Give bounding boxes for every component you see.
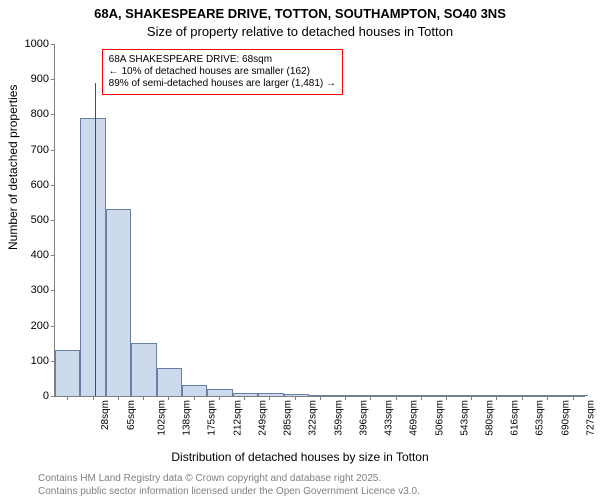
histogram-bar (182, 385, 207, 396)
y-tick-mark (51, 150, 55, 151)
x-tick-label: 249sqm (258, 400, 269, 436)
x-tick-mark (194, 396, 195, 400)
x-tick-mark (496, 396, 497, 400)
annotation-box: 68A SHAKESPEARE DRIVE: 68sqm← 10% of det… (102, 49, 343, 95)
histogram-bar (207, 389, 232, 396)
histogram-bar (563, 395, 588, 396)
x-tick-mark (143, 396, 144, 400)
histogram-bar (512, 395, 537, 396)
y-axis-label: Number of detached properties (6, 85, 20, 250)
histogram-bar (55, 350, 80, 396)
histogram-bar (436, 395, 461, 396)
histogram-bar (131, 343, 156, 396)
y-tick-mark (51, 290, 55, 291)
x-tick-mark (118, 396, 119, 400)
histogram-bar (233, 393, 258, 396)
footer-copyright-1: Contains HM Land Registry data © Crown c… (38, 473, 381, 484)
annotation-line: 68A SHAKESPEARE DRIVE: 68sqm (109, 54, 336, 66)
histogram-bar (309, 395, 334, 396)
histogram-bar (461, 395, 486, 396)
annotation-line: ← 10% of detached houses are smaller (16… (109, 66, 336, 78)
x-tick-label: 285sqm (282, 400, 293, 436)
y-tick-mark (51, 220, 55, 221)
y-tick-mark (51, 396, 55, 397)
chart-title: 68A, SHAKESPEARE DRIVE, TOTTON, SOUTHAMP… (0, 6, 600, 21)
x-tick-label: 727sqm (586, 400, 597, 436)
x-tick-label: 102sqm (157, 400, 168, 436)
x-tick-mark (573, 396, 574, 400)
x-tick-label: 580sqm (485, 400, 496, 436)
x-tick-label: 469sqm (409, 400, 420, 436)
histogram-bar (487, 395, 512, 396)
x-tick-mark (295, 396, 296, 400)
x-tick-mark (446, 396, 447, 400)
x-tick-label: 28sqm (100, 400, 111, 430)
x-tick-label: 212sqm (232, 400, 243, 436)
x-tick-label: 396sqm (359, 400, 370, 436)
histogram-bar (385, 395, 410, 396)
x-tick-label: 138sqm (181, 400, 192, 436)
x-tick-mark (93, 396, 94, 400)
histogram-bar (80, 118, 105, 396)
y-tick-mark (51, 185, 55, 186)
x-tick-label: 506sqm (434, 400, 445, 436)
x-tick-mark (471, 396, 472, 400)
x-tick-mark (168, 396, 169, 400)
histogram-bar (106, 209, 131, 396)
y-tick-mark (51, 255, 55, 256)
x-tick-mark (547, 396, 548, 400)
chart-subtitle: Size of property relative to detached ho… (0, 24, 600, 39)
chart-container: 68A, SHAKESPEARE DRIVE, TOTTON, SOUTHAMP… (0, 0, 600, 500)
x-tick-label: 433sqm (384, 400, 395, 436)
x-tick-mark (345, 396, 346, 400)
x-tick-label: 543sqm (459, 400, 470, 436)
x-tick-label: 616sqm (510, 400, 521, 436)
x-tick-mark (396, 396, 397, 400)
x-axis-label: Distribution of detached houses by size … (0, 450, 600, 464)
x-tick-mark (67, 396, 68, 400)
footer-copyright-2: Contains public sector information licen… (38, 486, 420, 497)
y-tick-mark (51, 114, 55, 115)
y-tick-mark (51, 44, 55, 45)
y-tick-mark (51, 79, 55, 80)
x-tick-mark (320, 396, 321, 400)
x-tick-mark (244, 396, 245, 400)
histogram-bar (284, 394, 309, 396)
annotation-line: 89% of semi-detached houses are larger (… (109, 78, 336, 90)
histogram-bar (538, 395, 563, 396)
histogram-bar (411, 395, 436, 396)
x-tick-label: 690sqm (560, 400, 571, 436)
histogram-bar (360, 395, 385, 396)
x-tick-label: 359sqm (333, 400, 344, 436)
x-tick-mark (269, 396, 270, 400)
x-tick-mark (522, 396, 523, 400)
x-tick-mark (370, 396, 371, 400)
x-tick-mark (219, 396, 220, 400)
histogram-bar (334, 395, 359, 396)
x-tick-mark (421, 396, 422, 400)
reference-marker-line (95, 83, 96, 396)
histogram-bar (157, 368, 182, 396)
histogram-bar (258, 393, 283, 396)
x-tick-label: 322sqm (308, 400, 319, 436)
x-tick-label: 65sqm (126, 400, 137, 430)
plot-area: 0100200300400500600700800900100028sqm65s… (54, 44, 585, 397)
x-tick-label: 175sqm (207, 400, 218, 436)
y-tick-mark (51, 326, 55, 327)
x-tick-label: 653sqm (535, 400, 546, 436)
